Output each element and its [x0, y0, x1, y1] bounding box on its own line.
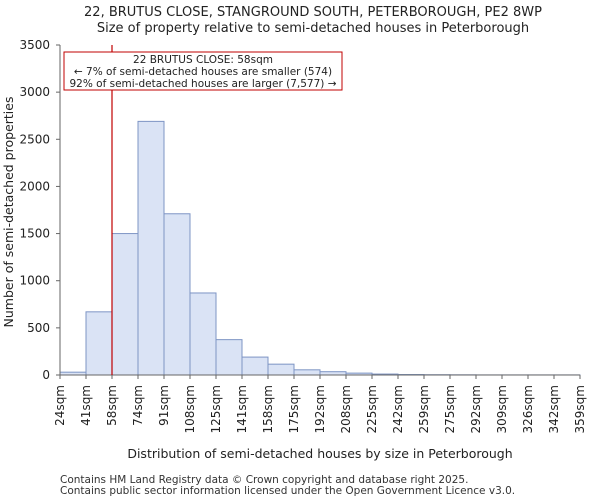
y-tick-label-2500: 2500 — [19, 132, 50, 146]
x-tick-labels: 24sqm 41sqm 58sqm 74sqm 91sqm 108sqm 125sqm 141… — [53, 385, 587, 433]
footer-line-1: Contains HM Land Registry data © Crown c… — [60, 474, 468, 486]
x-tick-label-175sqm: 175sqm — [287, 385, 301, 433]
x-tick-label-141sqm: 141sqm — [235, 385, 249, 433]
y-tick-label-2000: 2000 — [19, 179, 50, 193]
bar-141sqm — [241, 356, 269, 376]
footer-line-2: Contains public sector information licen… — [60, 485, 515, 497]
x-axis-label: Distribution of semi-detached houses by … — [127, 446, 512, 461]
x-tick-label-91sqm: 91sqm — [157, 385, 171, 426]
x-tick-label-125sqm: 125sqm — [209, 385, 223, 433]
bar-58sqm — [111, 233, 139, 376]
y-axis-label: Number of semi-detached properties — [1, 97, 16, 328]
x-tick-label-259sqm: 259sqm — [417, 385, 431, 433]
bar-74sqm — [137, 120, 165, 376]
bar-108sqm — [189, 292, 217, 376]
x-tick-label-192sqm: 192sqm — [313, 385, 327, 433]
y-tick-label-1000: 1000 — [19, 274, 50, 288]
chart-subtitle: Size of property relative to semi-detach… — [97, 21, 529, 36]
x-tick-label-74sqm: 74sqm — [131, 385, 145, 426]
x-tick-label-309sqm: 309sqm — [495, 385, 509, 433]
bars-group — [59, 120, 581, 376]
bar-125sqm — [215, 339, 243, 376]
bar-158sqm — [267, 363, 295, 376]
x-tick-label-208sqm: 208sqm — [339, 385, 353, 433]
bar-91sqm — [163, 213, 191, 376]
x-tick-label-58sqm: 58sqm — [105, 385, 119, 426]
y-tick-label-3500: 3500 — [19, 38, 50, 52]
y-tick-label-0: 0 — [42, 368, 50, 382]
x-tick-label-242sqm: 242sqm — [391, 385, 405, 433]
bar-41sqm — [85, 311, 113, 376]
bar-175sqm — [293, 369, 321, 376]
annotation-line-1: 22 BRUTUS CLOSE: 58sqm — [133, 54, 273, 66]
y-tick-label-500: 500 — [27, 321, 50, 335]
annotation-border — [63, 51, 343, 91]
x-tick-label-24sqm: 24sqm — [53, 385, 67, 426]
annotation-line-2: ← 7% of semi-detached houses are smaller… — [74, 66, 332, 78]
x-tick-label-41sqm: 41sqm — [79, 385, 93, 426]
x-tick-label-158sqm: 158sqm — [261, 385, 275, 433]
chart-title: 22, BRUTUS CLOSE, STANGROUND SOUTH, PETE… — [84, 5, 542, 20]
x-tick-label-108sqm: 108sqm — [183, 385, 197, 433]
x-tick-label-326sqm: 326sqm — [521, 385, 535, 433]
annotation-line-3: 92% of semi-detached houses are larger (… — [69, 78, 336, 90]
annotation-box: 22 BRUTUS CLOSE: 58sqm ← 7% of semi-deta… — [63, 51, 343, 91]
y-tick-label-1500: 1500 — [19, 227, 50, 241]
x-tick-label-359sqm: 359sqm — [573, 385, 587, 433]
x-tick-label-342sqm: 342sqm — [547, 385, 561, 433]
x-tick-label-292sqm: 292sqm — [469, 385, 483, 433]
y-tick-label-3000: 3000 — [19, 85, 50, 99]
y-tick-labels: 0 500 1000 1500 2000 2500 3000 3500 — [19, 38, 50, 382]
x-tick-label-275sqm: 275sqm — [443, 385, 457, 433]
x-tick-label-225sqm: 225sqm — [365, 385, 379, 433]
axes-group — [56, 44, 581, 379]
